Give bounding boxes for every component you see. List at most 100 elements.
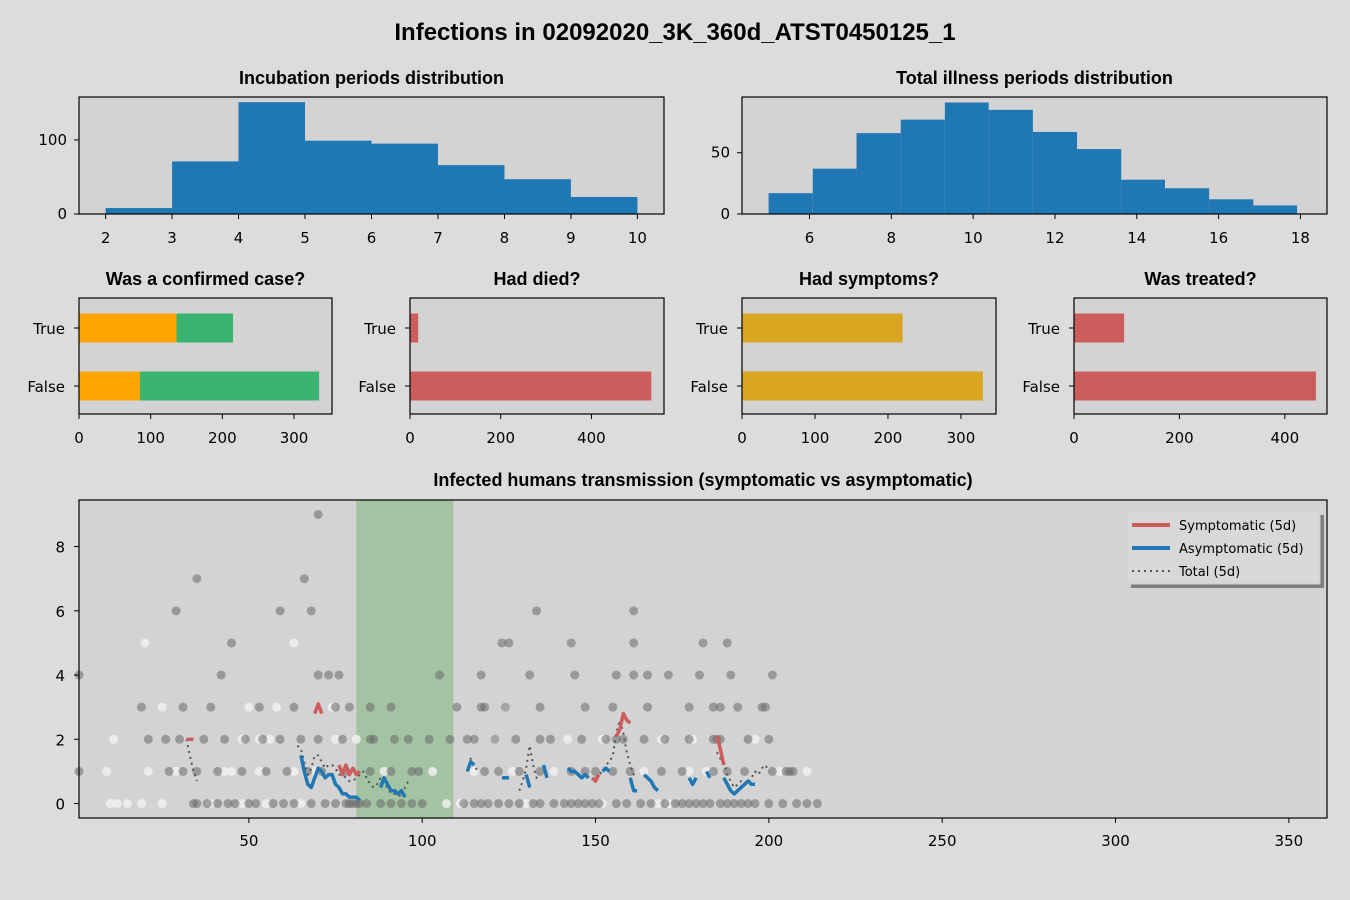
- scatter-point: [289, 799, 299, 809]
- scatter-point: [743, 734, 753, 744]
- scatter-point: [469, 734, 479, 744]
- scatter-point: [656, 766, 666, 776]
- scatter-point-light: [254, 766, 264, 776]
- histogram-bar: [570, 196, 638, 214]
- chart-panels: Incubation periods distribution 2 3 4 5 6 7 8 9 1…: [27, 68, 1328, 850]
- scatter-point: [417, 799, 427, 809]
- scatter-point: [459, 799, 469, 809]
- scatter-point-light: [469, 766, 479, 776]
- scatter-point: [240, 734, 250, 744]
- scatter-point: [480, 766, 490, 776]
- scatter-point: [192, 799, 202, 809]
- scatter-point-light: [237, 799, 247, 809]
- series-line-asymptomatic: [465, 760, 476, 772]
- series-line-asymptomatic: [524, 774, 532, 788]
- scatter-point-light: [639, 766, 649, 776]
- scatter-point: [812, 799, 822, 809]
- scatter-point: [424, 734, 434, 744]
- x-tick-label: 14: [1127, 229, 1146, 247]
- scatter-point: [480, 702, 490, 712]
- scatter-point: [136, 702, 146, 712]
- category-label: False: [27, 378, 65, 396]
- scatter-point: [695, 670, 705, 680]
- scatter-point: [344, 702, 354, 712]
- scatter-point: [313, 734, 323, 744]
- category-label: True: [1027, 320, 1060, 338]
- scatter-point: [580, 799, 590, 809]
- scatter-point-light: [684, 766, 694, 776]
- scatter-point-light: [289, 766, 299, 776]
- figure-title: Infections in 02092020_3K_360d_ATST04501…: [394, 19, 955, 46]
- series-line-symptomatic: [337, 763, 361, 777]
- scatter-point: [643, 670, 653, 680]
- scatter-point: [535, 702, 545, 712]
- scatter-point: [254, 702, 264, 712]
- histogram-bar: [1121, 179, 1165, 214]
- scatter-point: [618, 734, 628, 744]
- histogram-bar: [1165, 188, 1210, 214]
- series-line-asymptomatic: [722, 776, 755, 796]
- scatter-point: [629, 670, 639, 680]
- x-tick-label: 10: [964, 229, 983, 247]
- scatter-point: [535, 734, 545, 744]
- chart-title-incubation: Incubation periods distribution: [239, 68, 504, 88]
- scatter-point: [629, 638, 639, 648]
- bar-segment-false: [742, 371, 983, 401]
- scatter-point: [525, 670, 535, 680]
- histogram-bar: [172, 161, 239, 214]
- series-line-symptomatic: [614, 711, 632, 737]
- scatter-point: [202, 799, 212, 809]
- scatter-point-light: [136, 799, 146, 809]
- x-tick-label: 6: [367, 229, 377, 247]
- scatter-point-light: [296, 799, 306, 809]
- scatter-point: [299, 574, 309, 584]
- scatter-point: [334, 670, 344, 680]
- scatter-point: [369, 734, 379, 744]
- scatter-point: [705, 799, 715, 809]
- y-tick-label: 0: [55, 796, 65, 814]
- histogram-bar: [1253, 205, 1298, 214]
- histogram-bar: [105, 208, 173, 214]
- scatter-point: [275, 606, 285, 616]
- scatter-point: [504, 799, 514, 809]
- x-tick-label: 100: [408, 832, 437, 850]
- scatter-point: [514, 766, 524, 776]
- series-line-total: [185, 739, 198, 782]
- scatter-point-light: [549, 766, 559, 776]
- series-line-asymptomatic: [601, 766, 611, 773]
- series-line-symptomatic: [313, 702, 324, 715]
- scatter-point-light: [507, 766, 517, 776]
- series-line-asymptomatic: [566, 766, 590, 780]
- x-tick-label: 16: [1209, 229, 1228, 247]
- scatter-point: [708, 702, 718, 712]
- scatter-point: [386, 702, 396, 712]
- x-tick-label: 150: [581, 832, 610, 850]
- x-tick-label: 200: [486, 429, 515, 447]
- scatter-point: [764, 799, 774, 809]
- chart-title-died: Had died?: [493, 269, 580, 289]
- scatter-point-light: [289, 638, 299, 648]
- histogram-bar: [504, 179, 571, 214]
- category-label: True: [695, 320, 728, 338]
- scatter-point: [452, 702, 462, 712]
- scatter-point: [213, 799, 223, 809]
- scatter-point: [469, 799, 479, 809]
- bar-segment-false: [410, 371, 652, 401]
- legend-label: Asymptomatic (5d): [1179, 542, 1304, 557]
- x-tick-label: 200: [874, 429, 903, 447]
- scatter-point: [570, 670, 580, 680]
- scatter-point: [736, 799, 746, 809]
- x-tick-label: 400: [1271, 429, 1300, 447]
- scatter-point: [275, 734, 285, 744]
- scatter-point: [331, 702, 341, 712]
- scatter-point: [268, 799, 278, 809]
- x-tick-label: 8: [500, 229, 510, 247]
- scatter-point: [407, 766, 417, 776]
- scatter-point: [251, 799, 261, 809]
- scatter-point: [355, 799, 365, 809]
- scatter-point: [164, 766, 174, 776]
- scatter-point: [331, 799, 341, 809]
- scatter-point-light: [157, 702, 167, 712]
- category-label: False: [358, 378, 396, 396]
